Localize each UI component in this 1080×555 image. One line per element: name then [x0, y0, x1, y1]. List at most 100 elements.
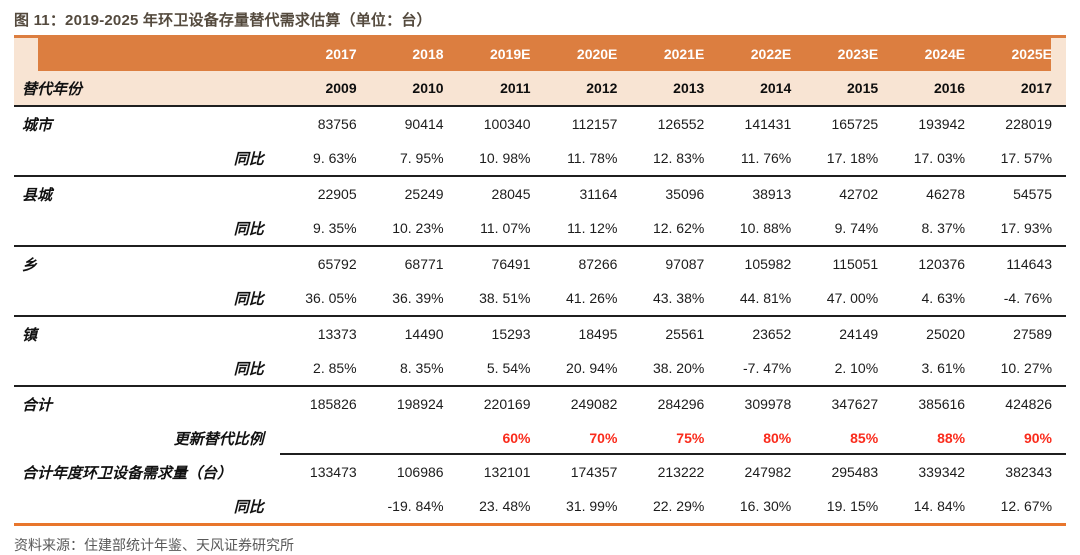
table-row: 县城 22905 25249 28045 31164 35096 38913 42702 462… [14, 177, 1066, 211]
table-cell: 185826 [309, 396, 357, 412]
table-cell: 17. 03% [913, 150, 966, 166]
table-cell: 120376 [918, 256, 966, 272]
table-cell: 27589 [1013, 326, 1053, 342]
table-cell: 385616 [918, 396, 966, 412]
table-cell: 10. 88% [739, 220, 792, 236]
table-cell: 8. 37% [921, 220, 966, 236]
row-label: 替代年份 [22, 79, 83, 98]
table-cell: 76491 [491, 256, 531, 272]
table-cell: 100340 [483, 116, 531, 132]
table-cell: 7. 95% [399, 150, 444, 166]
table-cell: 42702 [839, 186, 879, 202]
table-cell: 46278 [926, 186, 966, 202]
table-cell: 17. 18% [826, 150, 879, 166]
table-cell: 10. 23% [392, 220, 444, 236]
table-cell: 22905 [317, 186, 357, 202]
table-cell: 19. 15% [826, 498, 879, 514]
table-cell: 5. 54% [486, 360, 531, 376]
year-header-cell: 2017 [325, 46, 357, 62]
table-cell: 70% [589, 430, 618, 446]
figure-title: 图 11：2019-2025 年环卫设备存量替代需求估算（单位：台） [14, 12, 432, 29]
table-header-row: 2017 2018 2019E 2020E 2021E 2022E 2023E … [14, 35, 1066, 71]
table-row: 同比 9. 35% 10. 23% 11. 07% 11. 12% 12. 62% 10. … [14, 211, 1066, 247]
row-label: 乡 [22, 255, 38, 274]
table-cell: 68771 [404, 256, 444, 272]
table-cell: 115051 [832, 256, 879, 272]
table-cell: 25561 [665, 326, 705, 342]
table-cell: 2015 [847, 80, 879, 96]
row-label: 城市 [22, 115, 53, 134]
table-cell: 85% [850, 430, 879, 446]
table-cell: 11. 12% [567, 220, 618, 236]
table-row: 乡 65792 68771 76491 87266 97087 105982 115051 12… [14, 247, 1066, 281]
table-cell: 18495 [578, 326, 618, 342]
table-row: 镇 13373 14490 15293 18495 25561 23652 24149 2502… [14, 317, 1066, 351]
table-cell: 198924 [396, 396, 444, 412]
table-cell: 2010 [412, 80, 444, 96]
table-cell: 132101 [483, 464, 531, 480]
table-cell: 90% [1023, 430, 1053, 446]
table-cell: 220169 [483, 396, 531, 412]
table-cell: 90414 [404, 116, 444, 132]
table-cell: 25249 [404, 186, 444, 202]
table-cell: 11. 78% [567, 150, 618, 166]
row-label: 镇 [22, 325, 38, 344]
table-cell: 2011 [500, 80, 531, 96]
table-cell: 23. 48% [479, 498, 531, 514]
row-label: 县城 [22, 185, 53, 204]
table-cell: 339342 [918, 464, 966, 480]
table-cell: 112157 [571, 116, 618, 132]
table-cell: 247982 [744, 464, 792, 480]
table-cell: 44. 81% [739, 290, 792, 306]
table-cell: 83756 [317, 116, 357, 132]
table-cell: 10. 27% [1000, 360, 1053, 376]
table-cell: 22. 29% [652, 498, 705, 514]
table-cell: 17. 93% [1000, 220, 1053, 236]
table-cell: 41. 26% [566, 290, 618, 306]
table-cell: 31. 99% [566, 498, 618, 514]
source-note: 资料来源：住建部统计年鉴、天风证券研究所 [14, 537, 294, 553]
table-row: 同比 36. 05% 36. 39% 38. 51% 41. 26% 43. 38% 44.… [14, 281, 1066, 317]
table-row: 同比 2. 85% 8. 35% 5. 54% 20. 94% 38. 20% -7. 47… [14, 351, 1066, 387]
table-cell: 2. 10% [834, 360, 879, 376]
table-cell: 2014 [760, 80, 792, 96]
table-cell: 38. 20% [652, 360, 705, 376]
table-row: 同比 -19. 84% 23. 48% 31. 99% 22. 29% 16. 30% 19… [14, 489, 1066, 523]
table-cell: 14490 [404, 326, 444, 342]
table-cell: 8. 35% [399, 360, 444, 376]
year-header-cell: 2021E [663, 46, 705, 62]
table-cell: 13373 [317, 326, 357, 342]
table-cell: 36. 39% [392, 290, 444, 306]
table-cell: 9. 74% [834, 220, 879, 236]
table-cell: 2013 [673, 80, 705, 96]
row-label: 合计年度环卫设备需求量（台） [22, 463, 233, 482]
table-cell: 12. 83% [652, 150, 705, 166]
table-cell: 12. 67% [1000, 498, 1053, 514]
row-label: 同比 [233, 149, 264, 168]
table-cell: 38. 51% [479, 290, 531, 306]
row-label: 同比 [233, 497, 264, 516]
table-cell: 2009 [325, 80, 357, 96]
table-row: 城市 83756 90414 100340 112157 126552 141431 1657… [14, 107, 1066, 141]
table-cell: -7. 47% [743, 360, 792, 376]
table-cell: 114643 [1006, 256, 1053, 272]
table-cell: 3. 61% [921, 360, 966, 376]
replacement-year-row: 替代年份 2009 2010 2011 2012 2013 2014 2015 … [14, 71, 1066, 107]
row-label: 同比 [233, 289, 264, 308]
table-cell: 36. 05% [305, 290, 357, 306]
table-cell: 9. 63% [313, 150, 357, 166]
year-header-cell: 2025E [1011, 46, 1052, 62]
table-cell: 10. 98% [479, 150, 531, 166]
table-cell: 28045 [491, 186, 531, 202]
table-cell: 38913 [752, 186, 792, 202]
table-cell: 97087 [665, 256, 705, 272]
table-cell: 25020 [926, 326, 966, 342]
table-cell: 284296 [657, 396, 705, 412]
header-orange-band [38, 38, 1051, 71]
year-header-cell: 2024E [924, 46, 966, 62]
year-header-cell: 2019E [489, 46, 531, 62]
header-spacer-cell [14, 38, 284, 71]
table-cell: 65792 [317, 256, 357, 272]
year-header-cell: 2023E [837, 46, 879, 62]
table-cell: 126552 [657, 116, 705, 132]
